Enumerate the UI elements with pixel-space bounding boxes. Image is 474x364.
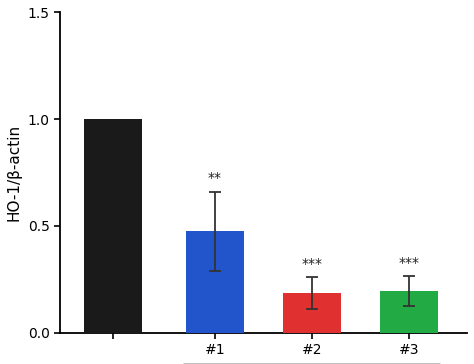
Text: **: ** xyxy=(208,171,222,185)
Bar xyxy=(380,291,438,333)
Bar xyxy=(283,293,341,333)
Y-axis label: HO-1/β-actin: HO-1/β-actin xyxy=(7,124,22,221)
Text: ***: *** xyxy=(398,256,419,270)
Bar xyxy=(186,231,244,333)
Text: ***: *** xyxy=(301,257,322,271)
Bar xyxy=(84,119,142,333)
